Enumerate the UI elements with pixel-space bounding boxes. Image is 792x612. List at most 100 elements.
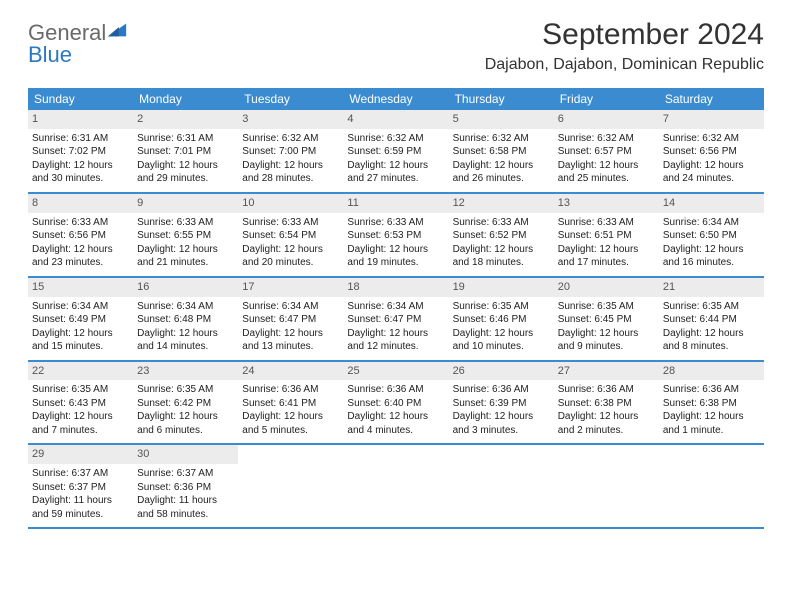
day-number: 12	[449, 194, 554, 213]
header: General Blue September 2024 Dajabon, Daj…	[28, 18, 764, 74]
sunset-text: Sunset: 6:47 PM	[347, 313, 444, 327]
day-cell: 28Sunrise: 6:36 AMSunset: 6:38 PMDayligh…	[659, 362, 764, 444]
logo-word-2: Blue	[28, 42, 72, 67]
sunrise-text: Sunrise: 6:33 AM	[137, 216, 234, 230]
daylight-text: Daylight: 12 hours and 5 minutes.	[242, 410, 339, 437]
dow-mon: Monday	[133, 88, 238, 110]
dow-tue: Tuesday	[238, 88, 343, 110]
sunset-text: Sunset: 6:48 PM	[137, 313, 234, 327]
sunrise-text: Sunrise: 6:31 AM	[137, 132, 234, 146]
sunset-text: Sunset: 6:56 PM	[663, 145, 760, 159]
day-number	[449, 445, 554, 464]
day-cell: 13Sunrise: 6:33 AMSunset: 6:51 PMDayligh…	[554, 194, 659, 276]
sunrise-text: Sunrise: 6:32 AM	[453, 132, 550, 146]
sunrise-text: Sunrise: 6:36 AM	[558, 383, 655, 397]
daylight-text: Daylight: 12 hours and 6 minutes.	[137, 410, 234, 437]
week-row: 22Sunrise: 6:35 AMSunset: 6:43 PMDayligh…	[28, 362, 764, 446]
day-number: 14	[659, 194, 764, 213]
daylight-text: Daylight: 12 hours and 28 minutes.	[242, 159, 339, 186]
daylight-text: Daylight: 11 hours and 58 minutes.	[137, 494, 234, 521]
day-cell: 7Sunrise: 6:32 AMSunset: 6:56 PMDaylight…	[659, 110, 764, 192]
sunrise-text: Sunrise: 6:32 AM	[347, 132, 444, 146]
day-number: 21	[659, 278, 764, 297]
day-cell	[659, 445, 764, 527]
day-cell: 23Sunrise: 6:35 AMSunset: 6:42 PMDayligh…	[133, 362, 238, 444]
day-cell	[238, 445, 343, 527]
daylight-text: Daylight: 12 hours and 16 minutes.	[663, 243, 760, 270]
sunset-text: Sunset: 6:38 PM	[663, 397, 760, 411]
sunset-text: Sunset: 6:37 PM	[32, 481, 129, 495]
day-cell: 1 Sunrise: 6:31 AMSunset: 7:02 PMDaylight…	[28, 110, 133, 192]
day-number: 30	[133, 445, 238, 464]
daylight-text: Daylight: 12 hours and 20 minutes.	[242, 243, 339, 270]
week-row: 15Sunrise: 6:34 AMSunset: 6:49 PMDayligh…	[28, 278, 764, 362]
day-cell: 6Sunrise: 6:32 AMSunset: 6:57 PMDaylight…	[554, 110, 659, 192]
day-number: 4	[343, 110, 448, 129]
sunrise-text: Sunrise: 6:34 AM	[347, 300, 444, 314]
sunrise-text: Sunrise: 6:32 AM	[663, 132, 760, 146]
sunset-text: Sunset: 6:43 PM	[32, 397, 129, 411]
sunset-text: Sunset: 6:52 PM	[453, 229, 550, 243]
sunrise-text: Sunrise: 6:33 AM	[453, 216, 550, 230]
daylight-text: Daylight: 12 hours and 18 minutes.	[453, 243, 550, 270]
day-number	[554, 445, 659, 464]
dow-row: Sunday Monday Tuesday Wednesday Thursday…	[28, 88, 764, 110]
dow-sat: Saturday	[659, 88, 764, 110]
day-cell: 20Sunrise: 6:35 AMSunset: 6:45 PMDayligh…	[554, 278, 659, 360]
day-number: 23	[133, 362, 238, 381]
week-row: 1Sunrise: 6:31 AMSunset: 7:02 PMDaylight…	[28, 110, 764, 194]
daylight-text: Daylight: 12 hours and 21 minutes.	[137, 243, 234, 270]
daylight-text: Daylight: 12 hours and 4 minutes.	[347, 410, 444, 437]
daylight-text: Daylight: 12 hours and 30 minutes.	[32, 159, 129, 186]
daylight-text: Daylight: 12 hours and 2 minutes.	[558, 410, 655, 437]
dow-sun: Sunday	[28, 88, 133, 110]
sunrise-text: Sunrise: 6:33 AM	[242, 216, 339, 230]
sunset-text: Sunset: 6:40 PM	[347, 397, 444, 411]
sunrise-text: Sunrise: 6:35 AM	[663, 300, 760, 314]
sunset-text: Sunset: 6:44 PM	[663, 313, 760, 327]
daylight-text: Daylight: 12 hours and 25 minutes.	[558, 159, 655, 186]
dow-thu: Thursday	[449, 88, 554, 110]
day-number: 26	[449, 362, 554, 381]
sunrise-text: Sunrise: 6:37 AM	[32, 467, 129, 481]
sunset-text: Sunset: 6:45 PM	[558, 313, 655, 327]
day-cell: 22Sunrise: 6:35 AMSunset: 6:43 PMDayligh…	[28, 362, 133, 444]
sunrise-text: Sunrise: 6:33 AM	[347, 216, 444, 230]
daylight-text: Daylight: 12 hours and 10 minutes.	[453, 327, 550, 354]
day-number: 19	[449, 278, 554, 297]
day-number: 27	[554, 362, 659, 381]
daylight-text: Daylight: 12 hours and 1 minute.	[663, 410, 760, 437]
sunrise-text: Sunrise: 6:36 AM	[242, 383, 339, 397]
day-cell: 26Sunrise: 6:36 AMSunset: 6:39 PMDayligh…	[449, 362, 554, 444]
daylight-text: Daylight: 12 hours and 29 minutes.	[137, 159, 234, 186]
sunrise-text: Sunrise: 6:34 AM	[32, 300, 129, 314]
day-number: 13	[554, 194, 659, 213]
sunrise-text: Sunrise: 6:37 AM	[137, 467, 234, 481]
day-number: 28	[659, 362, 764, 381]
day-cell: 8Sunrise: 6:33 AMSunset: 6:56 PMDaylight…	[28, 194, 133, 276]
sunrise-text: Sunrise: 6:31 AM	[32, 132, 129, 146]
daylight-text: Daylight: 12 hours and 7 minutes.	[32, 410, 129, 437]
sunrise-text: Sunrise: 6:35 AM	[558, 300, 655, 314]
day-number: 2	[133, 110, 238, 129]
day-cell: 21 Sunrise: 6:35 AMSunset: 6:44 PMDayligh…	[659, 278, 764, 360]
day-number: 15	[28, 278, 133, 297]
day-cell: 30 Sunrise: 6:37 AMSunset: 6:36 PMDayligh…	[133, 445, 238, 527]
daylight-text: Daylight: 12 hours and 8 minutes.	[663, 327, 760, 354]
sunset-text: Sunset: 6:57 PM	[558, 145, 655, 159]
day-cell: 2Sunrise: 6:31 AMSunset: 7:01 PMDaylight…	[133, 110, 238, 192]
day-number: 1	[28, 110, 133, 129]
day-cell: 14Sunrise: 6:34 AMSunset: 6:50 PMDayligh…	[659, 194, 764, 276]
dow-fri: Friday	[554, 88, 659, 110]
sunset-text: Sunset: 6:47 PM	[242, 313, 339, 327]
day-cell: 19Sunrise: 6:35 AMSunset: 6:46 PMDayligh…	[449, 278, 554, 360]
sunset-text: Sunset: 6:53 PM	[347, 229, 444, 243]
day-number: 11	[343, 194, 448, 213]
sunset-text: Sunset: 7:02 PM	[32, 145, 129, 159]
day-cell: 27Sunrise: 6:36 AMSunset: 6:38 PMDayligh…	[554, 362, 659, 444]
day-number: 25	[343, 362, 448, 381]
daylight-text: Daylight: 12 hours and 27 minutes.	[347, 159, 444, 186]
day-number: 29	[28, 445, 133, 464]
sunset-text: Sunset: 6:36 PM	[137, 481, 234, 495]
sunrise-text: Sunrise: 6:35 AM	[453, 300, 550, 314]
